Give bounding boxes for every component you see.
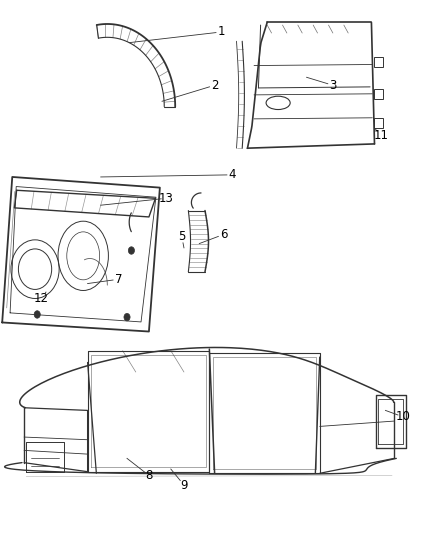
Bar <box>374 89 383 99</box>
Circle shape <box>128 247 134 254</box>
Bar <box>374 118 383 128</box>
Bar <box>374 57 383 67</box>
Text: 10: 10 <box>396 410 410 423</box>
Text: 1: 1 <box>217 26 225 38</box>
Text: 5: 5 <box>178 230 185 243</box>
Text: 6: 6 <box>219 228 227 241</box>
Circle shape <box>34 311 40 318</box>
Text: 12: 12 <box>34 292 49 305</box>
Text: 3: 3 <box>329 79 336 92</box>
Text: 11: 11 <box>374 130 389 142</box>
Circle shape <box>124 313 130 321</box>
Text: 4: 4 <box>228 168 236 181</box>
Text: 8: 8 <box>145 469 152 482</box>
Text: 9: 9 <box>180 479 188 491</box>
Text: 7: 7 <box>114 273 122 286</box>
Text: 2: 2 <box>211 79 219 92</box>
Text: 13: 13 <box>159 192 174 205</box>
